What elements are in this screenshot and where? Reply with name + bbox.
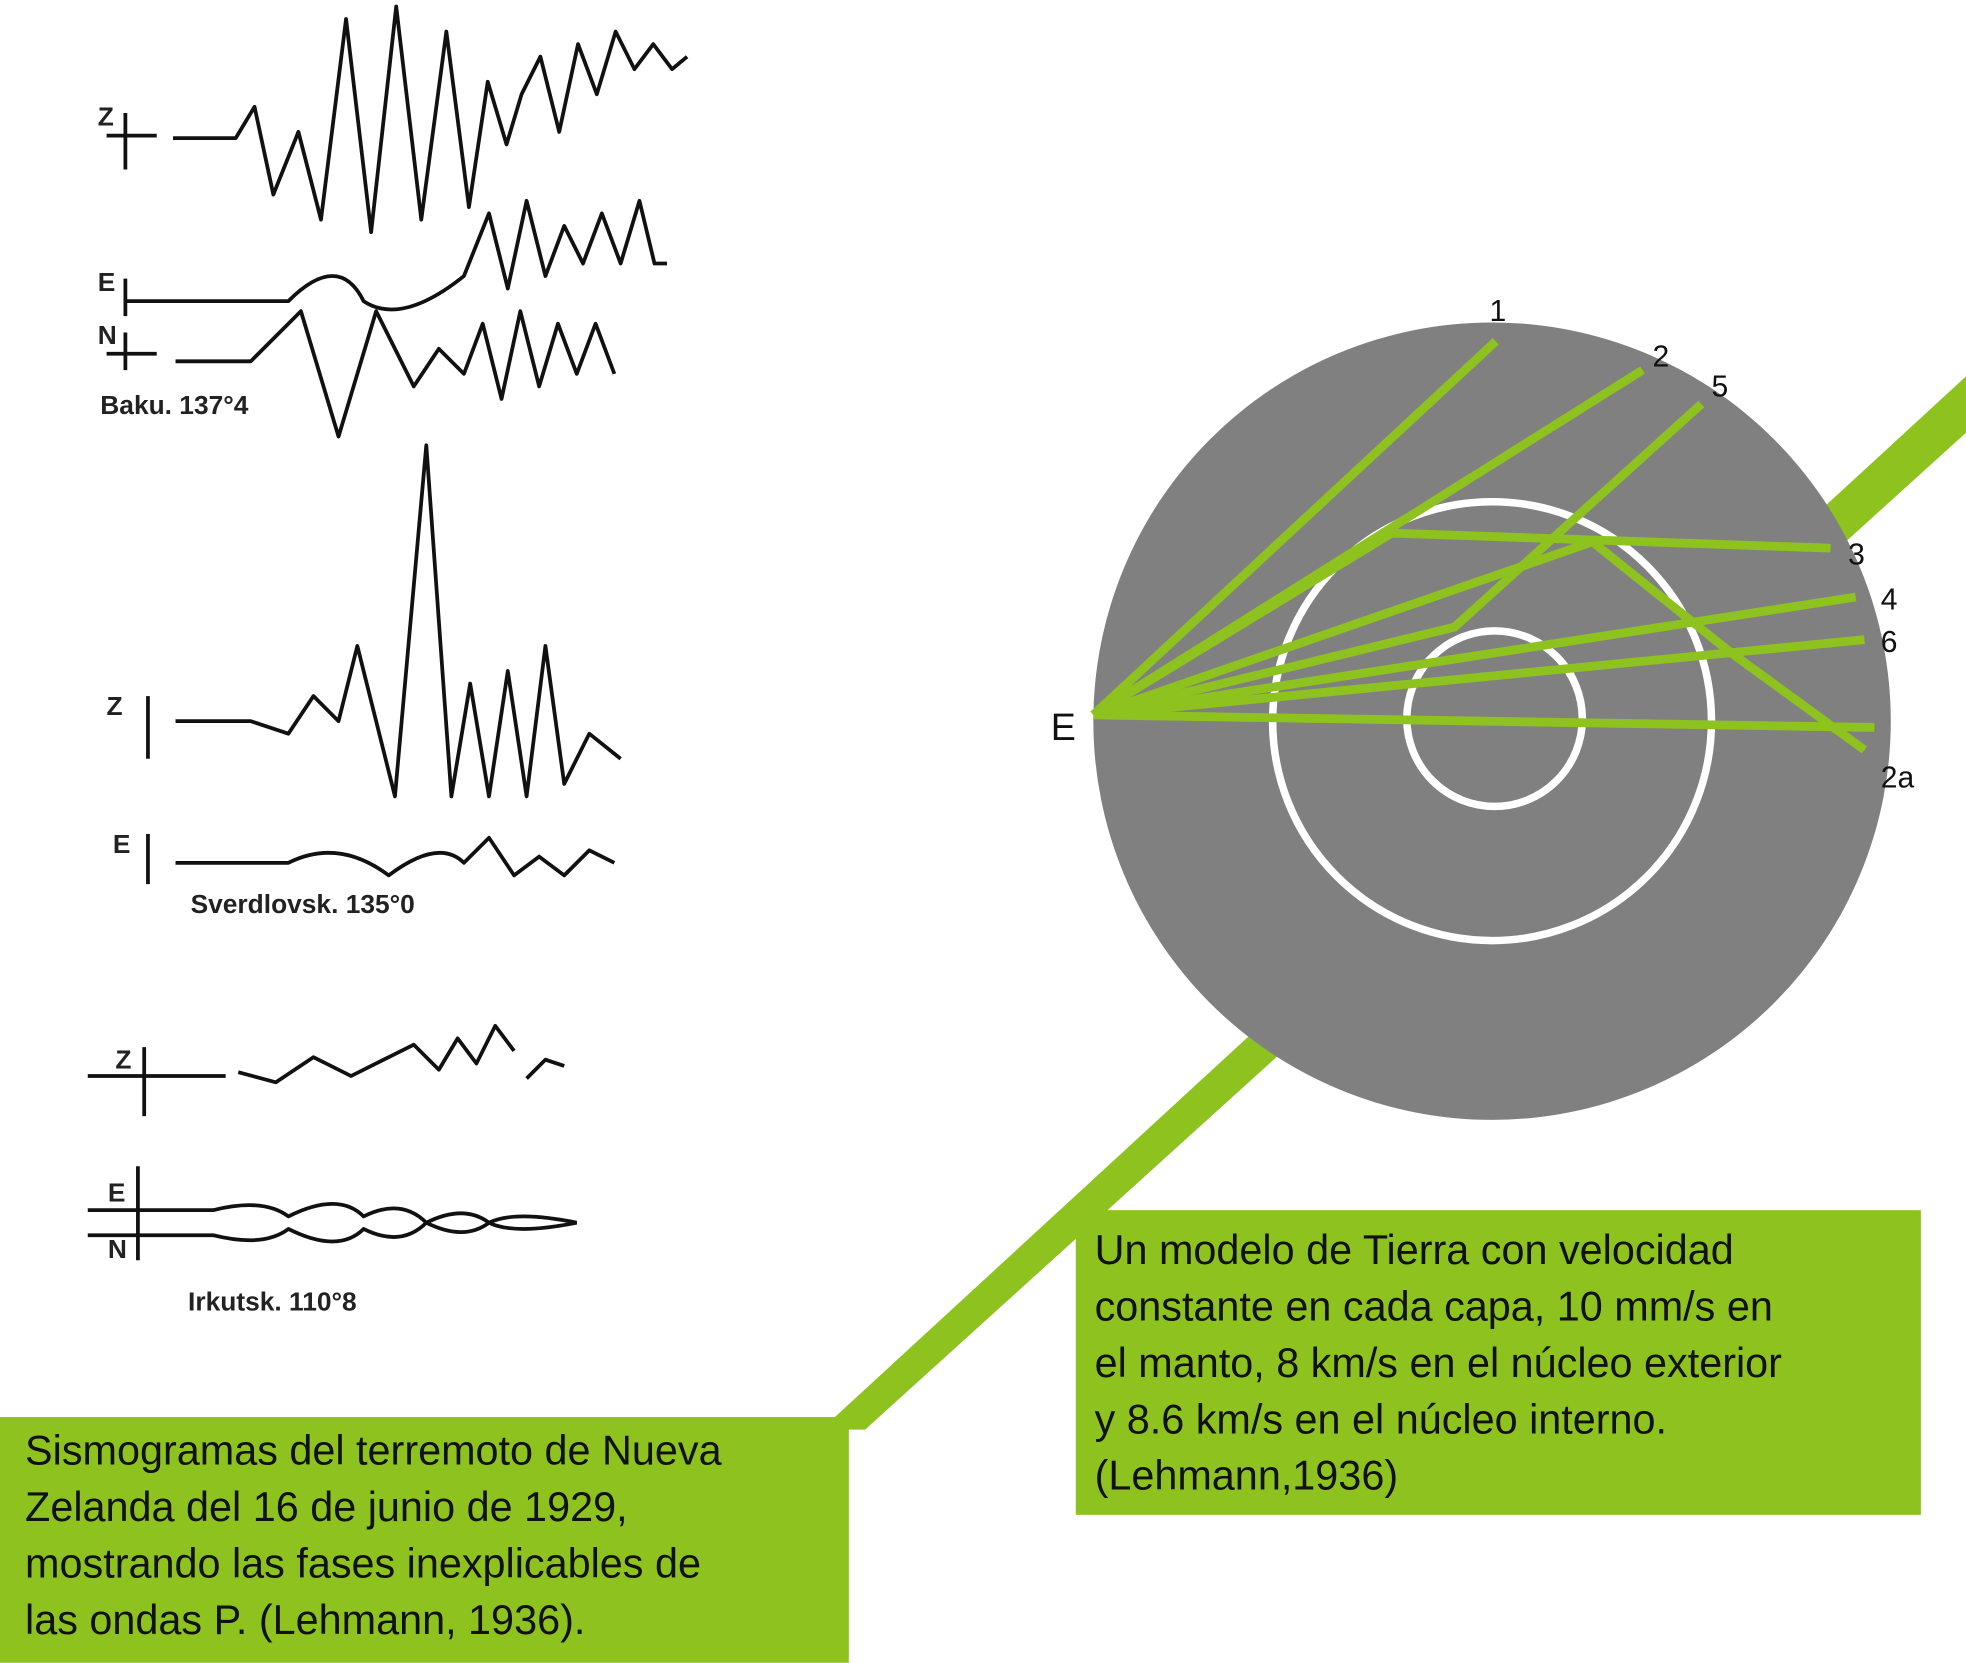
ray-label: 5 xyxy=(1711,370,1728,403)
caption-line: las ondas P. (Lehmann, 1936). xyxy=(25,1597,585,1643)
component-label: Z xyxy=(98,102,114,132)
ray-label: 1 xyxy=(1490,295,1507,328)
component-label: N xyxy=(108,1234,127,1264)
caption-line: mostrando las fases inexplicables de xyxy=(25,1541,701,1587)
caption-line: (Lehmann,1936) xyxy=(1095,1453,1399,1499)
component-label: E xyxy=(98,267,116,297)
component-label: Z xyxy=(107,691,123,721)
ray-label: 2 xyxy=(1653,340,1670,373)
caption-line: constante en cada capa, 10 mm/s en xyxy=(1095,1283,1773,1329)
station-label: Baku. 137°4 xyxy=(100,390,248,420)
component-label: N xyxy=(98,320,117,350)
ray-label: 3 xyxy=(1848,538,1865,571)
caption-line: el manto, 8 km/s en el núcleo exterior xyxy=(1095,1340,1783,1386)
station-label: Irkutsk. 110°8 xyxy=(188,1286,357,1316)
ray-label: 4 xyxy=(1881,584,1898,617)
station-label: Sverdlovsk. 135°0 xyxy=(191,889,415,919)
component-label: Z xyxy=(115,1044,131,1074)
epicenter-label: E xyxy=(1051,706,1076,748)
caption-right-box xyxy=(1075,1210,1921,1515)
ray-label: 2a xyxy=(1881,762,1915,795)
rays xyxy=(1090,338,1875,754)
caption-line: Zelanda del 16 de junio de 1929, xyxy=(25,1484,628,1530)
earth-model: E 1 2 5 3 4 6 2a xyxy=(1051,295,1915,1120)
ray-label: 6 xyxy=(1881,626,1898,659)
caption-line: Sismogramas del terremoto de Nueva xyxy=(25,1428,722,1474)
caption-left-box xyxy=(0,1417,849,1663)
caption-line: Un modelo de Tierra con velocidad xyxy=(1095,1227,1734,1273)
component-label: E xyxy=(108,1177,126,1207)
caption-line: y 8.6 km/s en el núcleo interno. xyxy=(1095,1396,1667,1442)
component-label: E xyxy=(113,829,131,859)
seismograms: Baku. 137°4 Z E N Sverdlovsk. 135°0 Z E … xyxy=(87,4,689,1316)
